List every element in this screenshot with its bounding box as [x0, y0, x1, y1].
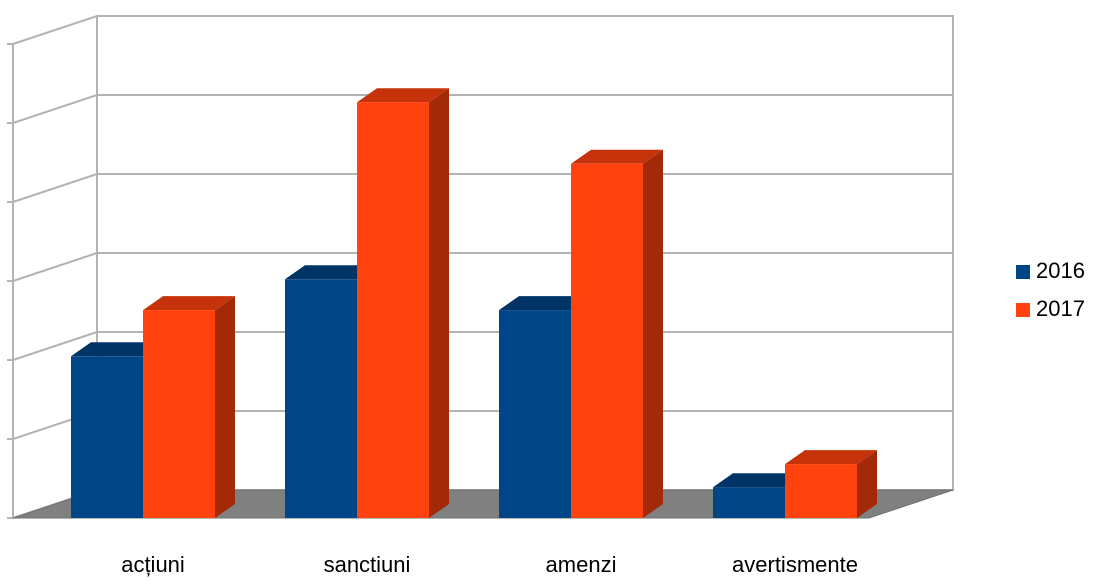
gridline-side — [12, 331, 98, 361]
gridline-side — [12, 173, 98, 203]
legend-swatch — [1016, 303, 1030, 317]
gridline-side — [12, 252, 98, 282]
category-label: avertismente — [732, 552, 858, 577]
legend: 2016 2017 — [1016, 258, 1085, 321]
bar-top — [499, 296, 591, 311]
legend-label: 2016 — [1036, 258, 1085, 283]
bar-top — [71, 342, 163, 357]
bar-2017-1 — [357, 88, 449, 518]
bar-front — [357, 102, 429, 518]
bar-side — [429, 88, 449, 518]
bar-top — [713, 473, 805, 488]
bar-side — [215, 296, 235, 518]
bar-front — [713, 487, 785, 518]
bar-top — [571, 149, 663, 164]
bar-2017-3 — [785, 450, 877, 518]
bar-front — [71, 356, 143, 518]
bar-front — [499, 310, 571, 518]
bar-front — [571, 163, 643, 519]
bar-top — [143, 296, 235, 311]
bar-top — [785, 450, 877, 465]
bar-2017-0 — [143, 296, 235, 518]
category-labels: acțiuni sanctiuni amenzi avertismente — [121, 552, 858, 577]
category-label: amenzi — [546, 552, 617, 577]
bar-front — [143, 310, 215, 518]
gridline-side — [12, 94, 98, 124]
gridlines — [7, 43, 953, 519]
bar-top — [357, 88, 449, 103]
category-label: sanctiuni — [324, 552, 411, 577]
bar-side — [857, 450, 877, 518]
bar-top — [285, 265, 377, 280]
category-label: acțiuni — [121, 552, 185, 577]
bar-2017-2 — [571, 149, 663, 519]
bar-front — [785, 464, 857, 518]
legend-label: 2017 — [1036, 296, 1085, 321]
bars — [71, 88, 877, 519]
legend-swatch — [1016, 265, 1030, 279]
bar-side — [643, 149, 663, 519]
bar-front — [285, 279, 357, 518]
